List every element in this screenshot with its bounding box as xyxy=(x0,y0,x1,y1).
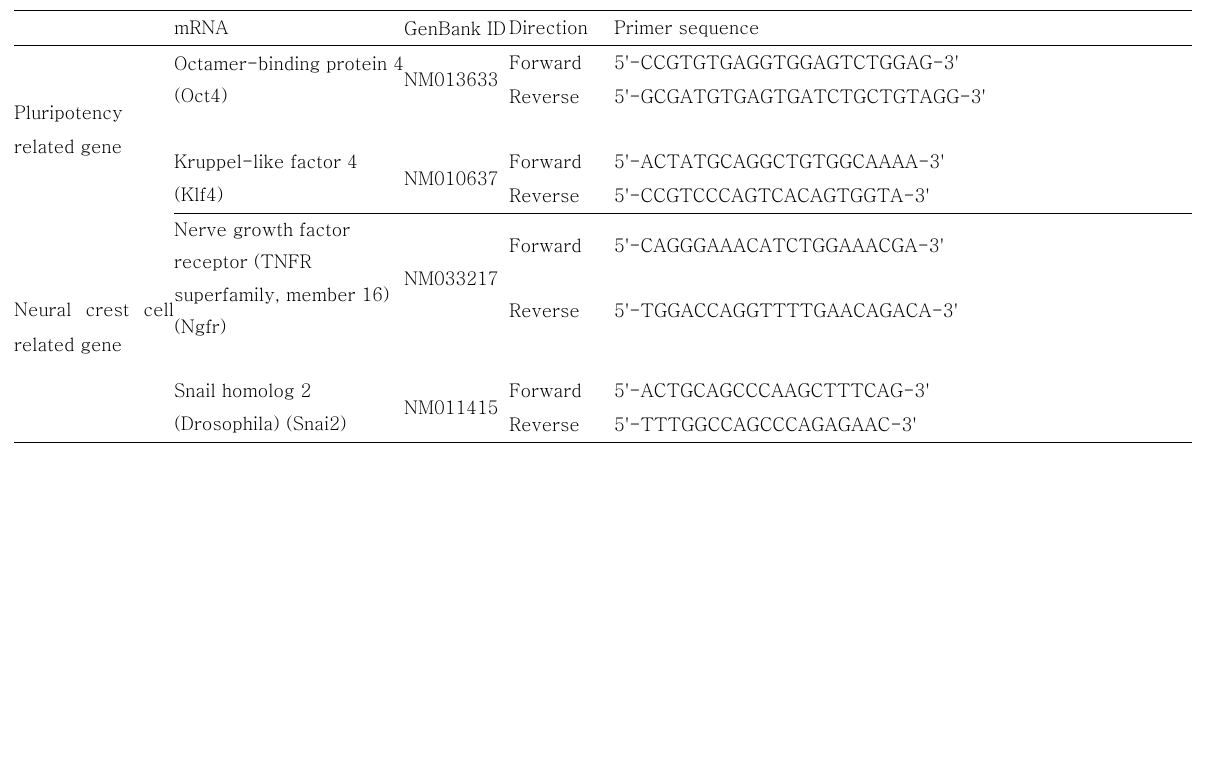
mrna-cell: Kruppel-like factor 4 (Klf4) xyxy=(174,145,404,214)
sequence-cell: 5'-ACTATGCAGGCTGTGGCAAAA-3' xyxy=(614,145,1192,179)
sequence-cell: 5'-CCGTGTGAGGTGGAGTCTGGAG-3' xyxy=(614,46,1192,81)
table-row: Snail homolog 2 (Drosophila) (Snai2) NM0… xyxy=(14,374,1192,408)
category-cell-neural-crest: Neural crest cell related gene xyxy=(14,213,174,442)
table-header-row: mRNA GenBank ID Direction Primer sequenc… xyxy=(14,11,1192,46)
direction-cell: Forward xyxy=(509,145,614,179)
primer-table: mRNA GenBank ID Direction Primer sequenc… xyxy=(14,10,1192,443)
genbank-cell: NM033217 xyxy=(404,213,509,343)
genbank-cell: NM013633 xyxy=(404,46,509,115)
page: mRNA GenBank ID Direction Primer sequenc… xyxy=(0,0,1206,461)
table-row: Neural crest cell related gene Nerve gro… xyxy=(14,213,1192,279)
genbank-cell: NM010637 xyxy=(404,145,509,214)
direction-cell: Reverse xyxy=(509,279,614,344)
table-row: Kruppel-like factor 4 (Klf4) NM010637 Fo… xyxy=(14,145,1192,179)
direction-cell: Forward xyxy=(509,46,614,81)
mrna-cell: Snail homolog 2 (Drosophila) (Snai2) xyxy=(174,374,404,443)
direction-cell: Reverse xyxy=(509,179,614,214)
direction-cell: Forward xyxy=(509,213,614,279)
col-header-mrna: mRNA xyxy=(174,11,404,46)
col-header-category xyxy=(14,11,174,46)
sequence-cell: 5'-TGGACCAGGTTTTGAACAGACA-3' xyxy=(614,279,1192,344)
table-row: Pluripotency related gene Octamer-bindin… xyxy=(14,46,1192,81)
sequence-cell: 5'-CAGGGAAACATCTGGAAACGA-3' xyxy=(614,213,1192,279)
sequence-cell: 5'-GCGATGTGAGTGATCTGCTGTAGG-3' xyxy=(614,80,1192,114)
table-row xyxy=(14,115,1192,145)
direction-cell: Forward xyxy=(509,374,614,408)
table-row xyxy=(14,344,1192,374)
col-header-direction: Direction xyxy=(509,11,614,46)
sequence-cell: 5'-TTTGGCCAGCCCAGAGAAC-3' xyxy=(614,408,1192,443)
col-header-genbank: GenBank ID xyxy=(404,11,509,46)
mrna-cell: Octamer-binding protein 4 (Oct4) xyxy=(174,46,404,115)
genbank-cell: NM011415 xyxy=(404,374,509,443)
direction-cell: Reverse xyxy=(509,80,614,114)
sequence-cell: 5'-ACTGCAGCCCAAGCTTTCAG-3' xyxy=(614,374,1192,408)
direction-cell: Reverse xyxy=(509,408,614,443)
sequence-cell: 5'-CCGTCCCAGTCACAGTGGTA-3' xyxy=(614,179,1192,214)
category-cell-pluripotency: Pluripotency related gene xyxy=(14,46,174,214)
mrna-cell: Nerve growth factor receptor (TNFR super… xyxy=(174,213,404,343)
col-header-primer: Primer sequence xyxy=(614,11,1192,46)
